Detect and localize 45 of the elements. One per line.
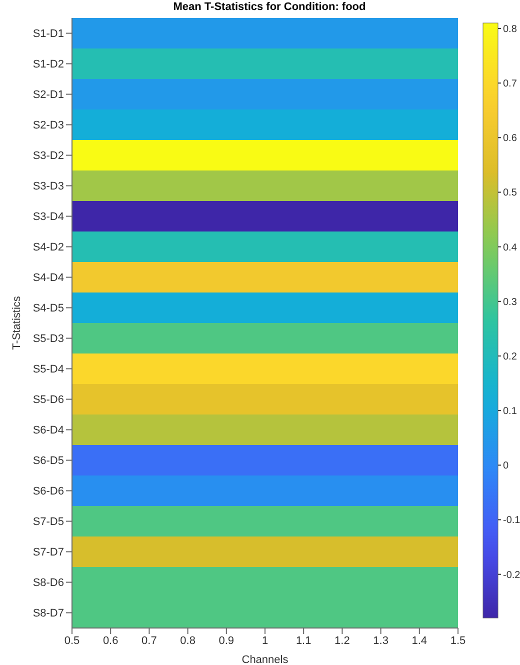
color-bar-label: 0 [503, 460, 509, 472]
y-tick-label: S1-D1 [32, 28, 64, 40]
x-tick-label: 0.6 [102, 634, 118, 647]
x-tick-label: 1.3 [373, 634, 388, 647]
x-tick-label: 0.7 [142, 634, 157, 647]
x-tick-label: 0.5 [64, 634, 80, 647]
y-axis-title: T-Statistics [10, 296, 23, 350]
y-tick-label: S8-D7 [32, 608, 64, 620]
y-tick-label: S4-D5 [32, 302, 64, 315]
y-tick-label: S4-D2 [32, 242, 64, 254]
chart-title: Mean T-Statistics for Condition: food [172, 1, 367, 13]
x-tick-label: 1.2 [334, 634, 350, 647]
x-axis-title: Channels [242, 654, 289, 665]
color-bar-label: -0.1 [503, 515, 520, 526]
y-tick-label: S2-D3 [32, 120, 64, 132]
x-tick-label: 1.5 [450, 634, 466, 647]
y-tick-label: S4-D4 [32, 272, 64, 284]
y-tick-label: S3-D2 [32, 150, 64, 162]
y-tick-label: S6-D6 [32, 486, 64, 498]
y-tick-label: S7-D7 [32, 546, 64, 559]
x-tick-label: 0.8 [180, 634, 196, 647]
x-tick-label: 1.1 [296, 634, 312, 647]
y-tick-label: S3-D4 [32, 211, 64, 224]
color-bar-label: -0.2 [503, 570, 520, 581]
y-tick-label: S7-D5 [32, 516, 64, 528]
y-tick-label: S5-D6 [32, 394, 64, 406]
y-tick-label: S1-D2 [32, 58, 64, 71]
color-bar-label: 0.6 [503, 133, 518, 144]
y-tick-label: S5-D4 [32, 364, 64, 376]
x-tick-label: 0.9 [218, 634, 234, 647]
y-tick-label: S5-D3 [32, 333, 64, 346]
color-bar-label: 0.5 [503, 188, 518, 199]
color-bar-label: 0.8 [503, 24, 518, 35]
x-tick-label: 1.4 [412, 634, 428, 647]
color-bar-label: 0.7 [503, 78, 518, 90]
y-tick-label: S3-D3 [32, 180, 64, 193]
color-bar-label: 0.3 [503, 296, 518, 308]
y-tick-label: S8-D6 [32, 577, 64, 590]
y-tick-label: S2-D1 [32, 89, 64, 102]
y-tick-label: S6-D5 [32, 455, 64, 468]
color-bar-label: 0.1 [503, 406, 518, 418]
color-bar-label: 0.4 [503, 242, 518, 254]
color-bar-label: 0.2 [503, 351, 518, 362]
y-tick-label: S6-D4 [32, 424, 64, 437]
x-tick-label: 1 [262, 634, 268, 647]
